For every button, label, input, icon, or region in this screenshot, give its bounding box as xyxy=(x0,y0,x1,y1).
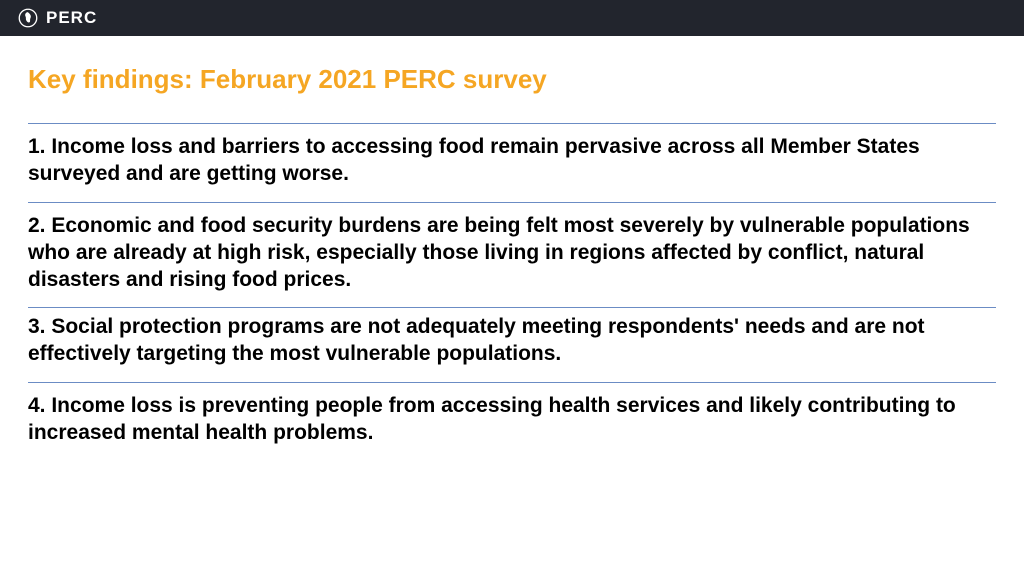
brand-wrap: PERC xyxy=(18,8,97,28)
finding-item: 3. Social protection programs are not ad… xyxy=(28,307,996,382)
finding-item: 1. Income loss and barriers to accessing… xyxy=(28,123,996,202)
header-bar: PERC xyxy=(0,0,1024,36)
brand-text: PERC xyxy=(46,8,97,28)
findings-list: 1. Income loss and barriers to accessing… xyxy=(28,123,996,461)
finding-item: 2. Economic and food security burdens ar… xyxy=(28,202,996,308)
content-area: Key findings: February 2021 PERC survey … xyxy=(0,36,1024,461)
page-title: Key findings: February 2021 PERC survey xyxy=(28,64,996,95)
finding-item: 4. Income loss is preventing people from… xyxy=(28,382,996,461)
globe-africa-icon xyxy=(18,8,38,28)
